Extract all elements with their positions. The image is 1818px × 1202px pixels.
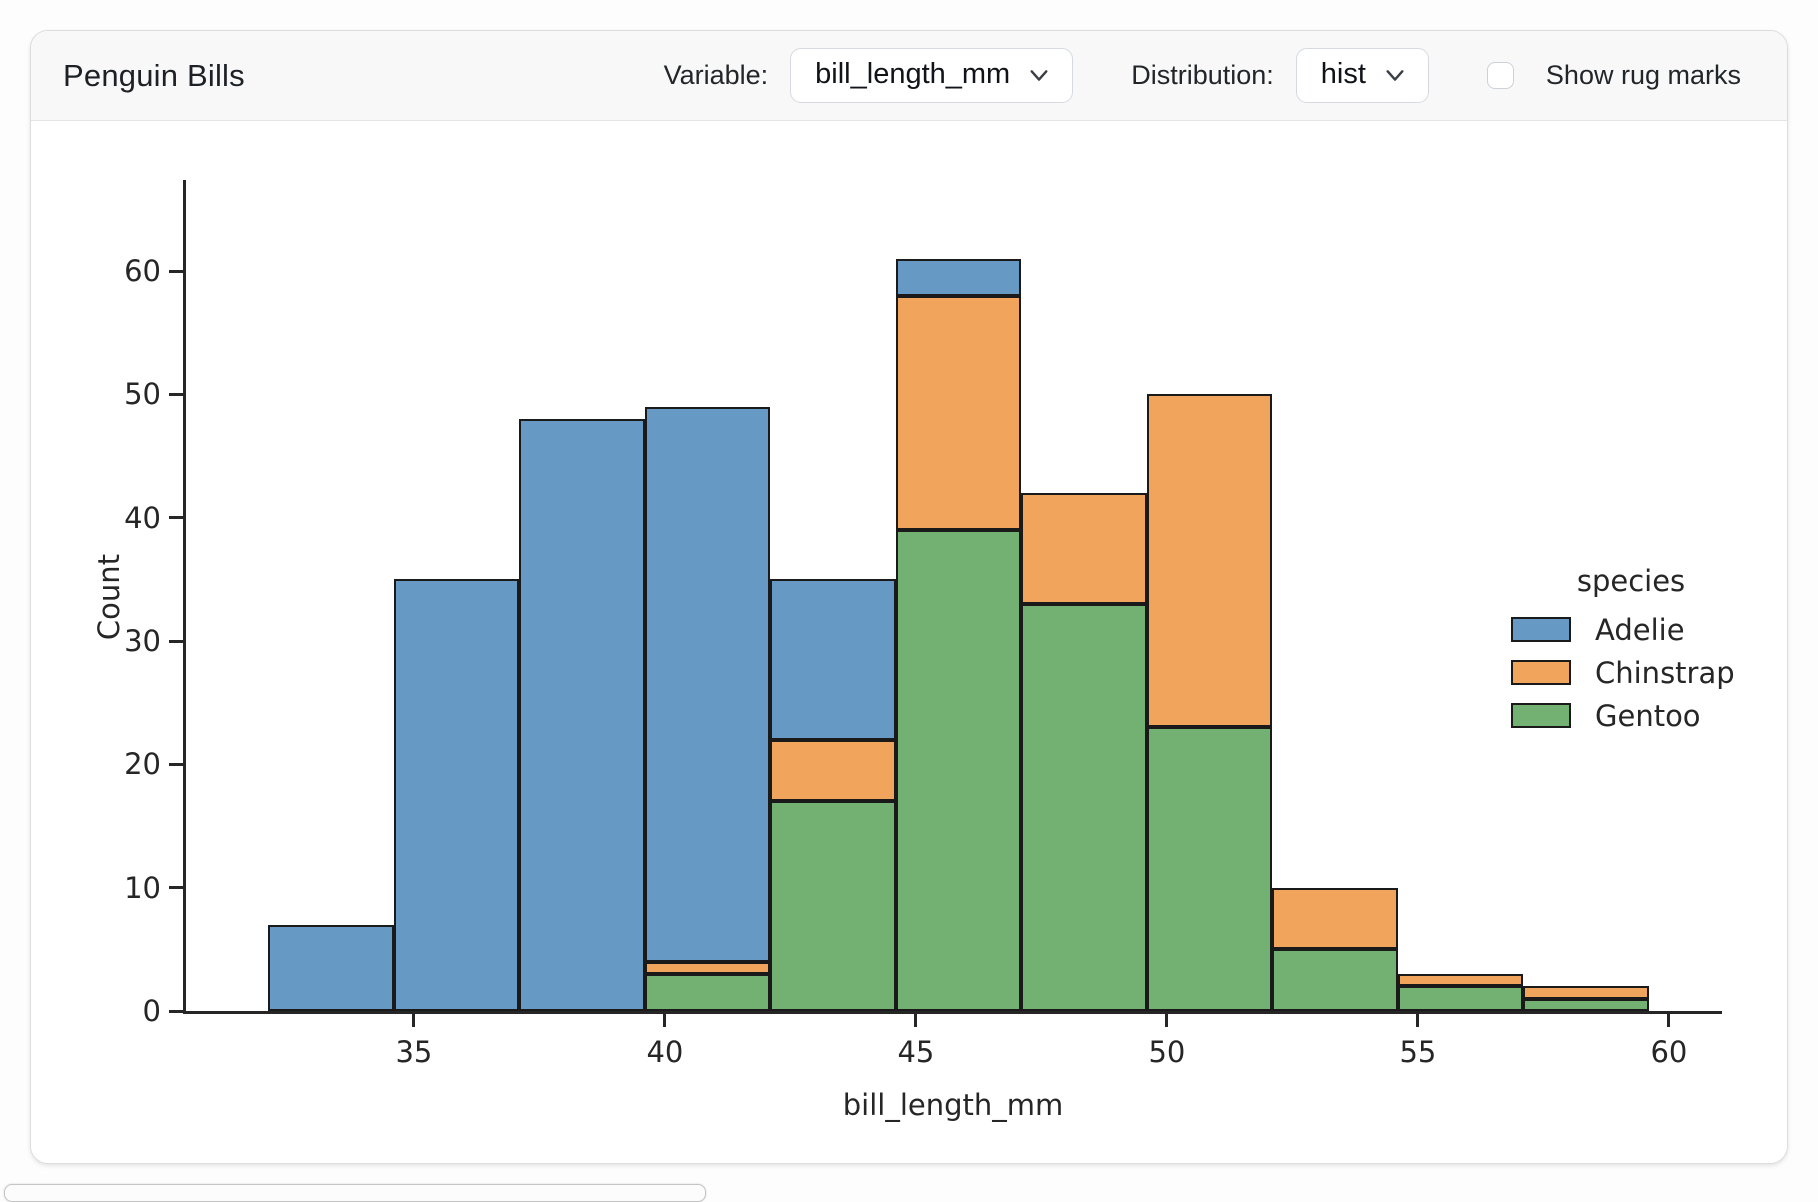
variable-label: Variable: [664,60,769,91]
x-tick-label: 55 [1399,1035,1436,1069]
bar-segment-chinstrap [1398,974,1524,986]
y-tick [169,393,183,396]
x-tick [1667,1014,1670,1027]
x-tick [663,1014,666,1027]
legend-item: Chinstrap [1511,651,1751,694]
bar-segment-gentoo [1272,949,1398,1011]
main-card: Penguin Bills Variable: bill_length_mm D… [30,30,1788,1164]
legend-label: Adelie [1595,613,1685,647]
legend-label: Chinstrap [1595,656,1735,690]
bar-segment-adelie [770,579,896,739]
y-tick [169,516,183,519]
legend-swatch-chinstrap [1511,660,1571,685]
x-tick [914,1014,917,1027]
legend-title: species [1511,564,1751,598]
y-tick-label: 40 [91,501,161,535]
bar-segment-gentoo [896,530,1022,1011]
rug-checkbox-group: Show rug marks [1487,60,1741,91]
horizontal-scrollbar-thumb[interactable] [4,1184,706,1202]
y-tick-label: 50 [91,377,161,411]
bar-segment-chinstrap [1021,493,1147,604]
bar-segment-gentoo [645,974,771,1011]
bar-segment-chinstrap [645,962,771,974]
x-tick [1416,1014,1419,1027]
y-tick-label: 60 [91,254,161,288]
bar-segment-adelie [519,419,645,1011]
bar-segment-adelie [394,579,520,1011]
y-tick-label: 30 [91,624,161,658]
bar-segment-adelie [268,925,394,1011]
x-tick [412,1014,415,1027]
x-tick [1165,1014,1168,1027]
distribution-select[interactable]: hist [1296,48,1429,103]
y-tick [169,1010,183,1013]
chart-legend: species Adelie Chinstrap Gentoo [1511,564,1751,737]
legend-swatch-adelie [1511,617,1571,642]
card-header: Penguin Bills Variable: bill_length_mm D… [31,31,1787,121]
y-tick-label: 20 [91,747,161,781]
x-tick-label: 45 [897,1035,934,1069]
legend-label: Gentoo [1595,699,1701,733]
bar-segment-chinstrap [1272,888,1398,950]
bar-segment-gentoo [1147,727,1273,1011]
bar-segment-chinstrap [1147,394,1273,727]
page-title: Penguin Bills [63,58,245,94]
y-tick [169,886,183,889]
x-tick-label: 40 [646,1035,683,1069]
y-tick-label: 10 [91,871,161,905]
bar-segment-adelie [645,407,771,962]
bar-segment-gentoo [1021,604,1147,1011]
bar-segment-adelie [896,259,1022,296]
bar-segment-chinstrap [896,296,1022,530]
y-tick [169,270,183,273]
x-tick-label: 60 [1650,1035,1687,1069]
bar-segment-gentoo [1523,999,1649,1011]
variable-select[interactable]: bill_length_mm [790,48,1073,103]
x-tick-label: 35 [395,1035,432,1069]
bar-segment-chinstrap [1523,986,1649,998]
bar-segment-chinstrap [770,740,896,802]
bar-segment-gentoo [770,801,896,1011]
chevron-down-icon [1028,64,1050,86]
variable-select-value: bill_length_mm [815,58,1010,91]
y-tick-label: 0 [91,994,161,1028]
show-rug-checkbox[interactable] [1487,62,1514,89]
legend-swatch-gentoo [1511,703,1571,728]
x-axis-label: bill_length_mm [843,1088,1064,1122]
chevron-down-icon [1384,64,1406,86]
header-controls: Variable: bill_length_mm Distribution: h… [664,48,1741,103]
distribution-select-value: hist [1321,58,1366,91]
y-tick [169,763,183,766]
distribution-label: Distribution: [1131,60,1274,91]
bar-segment-gentoo [1398,986,1524,1011]
y-axis-spine [183,180,186,1014]
y-tick [169,640,183,643]
legend-item: Adelie [1511,608,1751,651]
show-rug-label: Show rug marks [1546,60,1741,91]
x-tick-label: 50 [1148,1035,1185,1069]
legend-item: Gentoo [1511,694,1751,737]
